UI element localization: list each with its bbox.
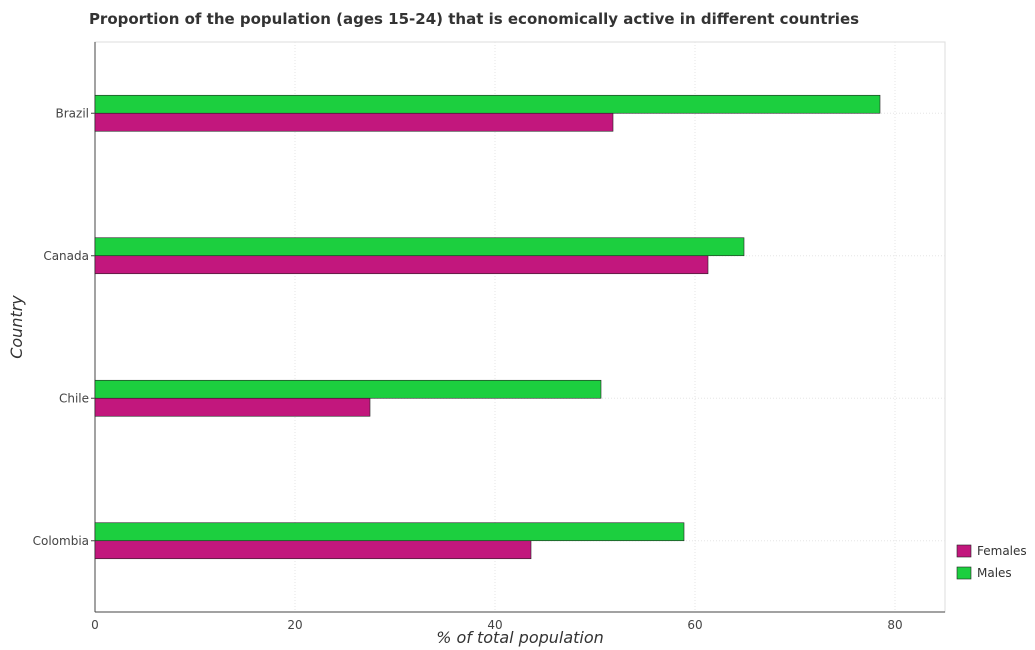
x-tick-label: 60 [687, 618, 702, 632]
y-tick-label: Canada [43, 249, 89, 263]
x-tick-label: 20 [287, 618, 302, 632]
bar-males-brazil [94, 94, 881, 114]
x-tick-labels: 0 20 40 60 80 [91, 618, 902, 632]
legend: Females Males [956, 544, 1027, 580]
x-tick-label: 0 [91, 618, 99, 632]
y-tick-label: Chile [59, 391, 89, 405]
legend-label-males: Males [977, 566, 1012, 580]
y-axis-label: Country [7, 295, 26, 359]
bar-females-colombia [94, 540, 532, 560]
bars [94, 94, 881, 560]
plot-area [94, 41, 946, 613]
legend-label-females: Females [977, 544, 1027, 558]
bar-females-chile [94, 397, 371, 417]
bar-males-colombia [94, 522, 685, 542]
legend-swatch-males [956, 566, 972, 580]
bar-males-canada [94, 237, 745, 257]
x-tick-label: 80 [887, 618, 902, 632]
chart-title: Proportion of the population (ages 15-24… [89, 10, 859, 28]
y-tick-label: Brazil [56, 106, 90, 120]
y-tick-labels: Brazil Canada Chile Colombia [33, 106, 95, 548]
x-axis-label: % of total population [436, 628, 604, 647]
y-tick-label: Colombia [33, 534, 89, 548]
bar-males-chile [94, 379, 602, 399]
bar-females-brazil [94, 112, 614, 132]
x-tick-label: 40 [487, 618, 502, 632]
legend-swatch-females [956, 544, 972, 558]
bar-females-canada [94, 255, 709, 275]
